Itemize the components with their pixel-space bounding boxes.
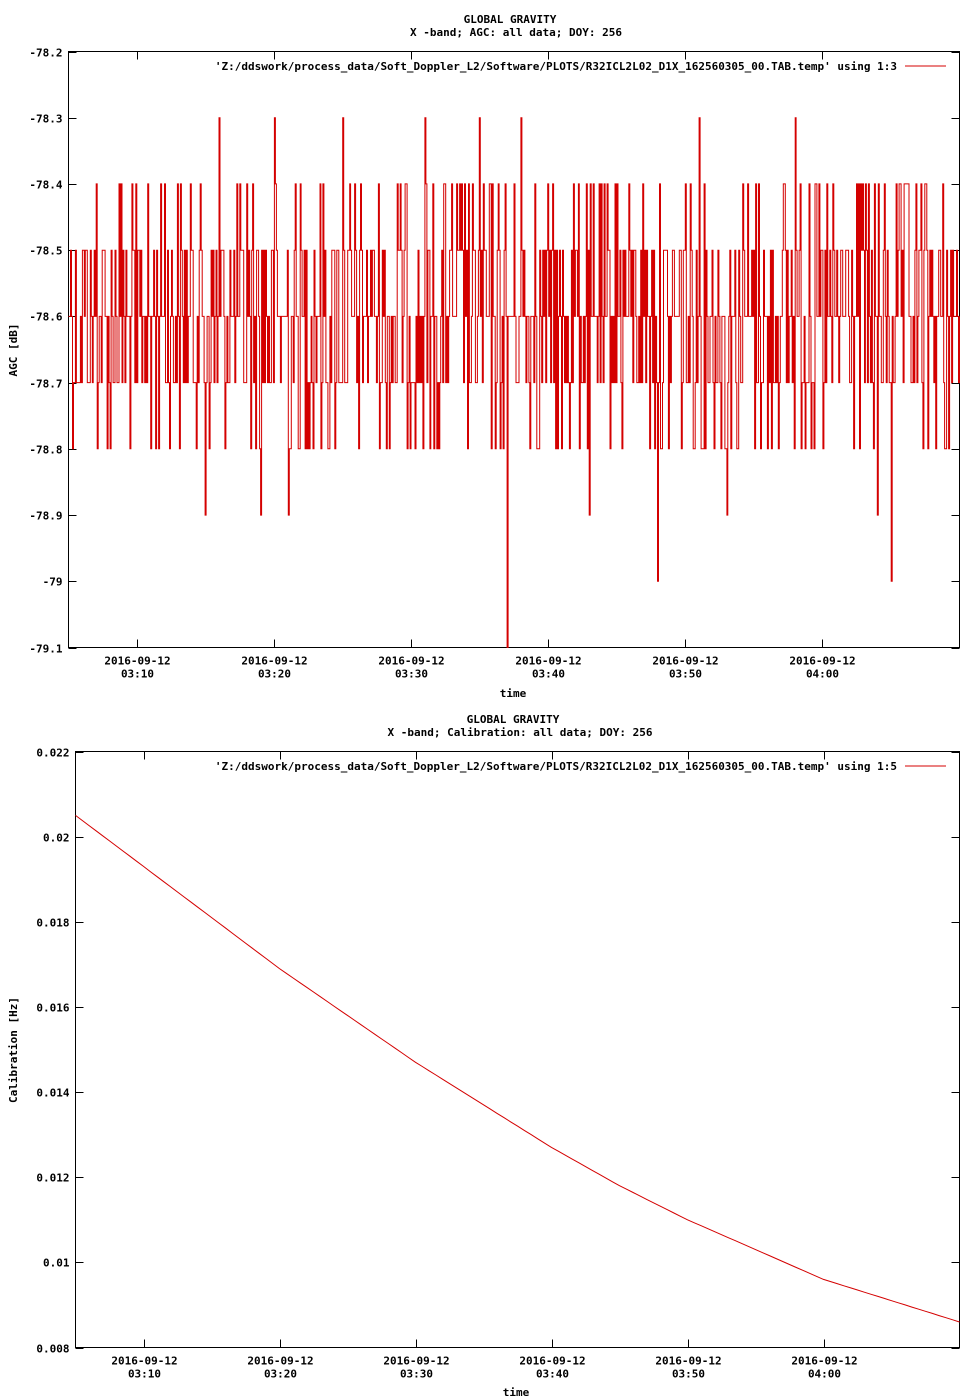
- calibration-x-tick-date: 2016-09-12: [383, 1355, 449, 1368]
- agc-y-tick-label: -78.7: [29, 378, 62, 391]
- agc-y-axis-label: AGC [dB]: [7, 324, 20, 377]
- agc-y-tick-label: -78.4: [29, 179, 62, 192]
- agc-y-tick-label: -78.5: [29, 245, 62, 258]
- agc-panel: GLOBAL GRAVITY X -band; AGC: all data; D…: [7, 13, 960, 700]
- calibration-series-line: [75, 815, 960, 1323]
- calibration-y-axis: 0.022 0.02 0.018 0.016 0.014 0.012 0.01 0.008: [36, 747, 960, 1356]
- calibration-y-tick-label: 0.014: [36, 1087, 69, 1100]
- calibration-panel: GLOBAL GRAVITY X -band; Calibration: all…: [7, 713, 960, 1399]
- calibration-x-tick-time: 03:20: [264, 1368, 297, 1381]
- calibration-x-tick-time: 04:00: [808, 1368, 841, 1381]
- agc-y-axis: -78.2 -78.3 -78.4 -78.5 -78.6 -78.7 -78.8 -78.9…: [29, 47, 960, 656]
- calibration-plot-frame: [75, 751, 960, 1348]
- agc-x-tick-time: 03:20: [258, 668, 291, 681]
- calibration-chart-subtitle: X -band; Calibration: all data; DOY: 256: [388, 726, 653, 739]
- calibration-y-tick-label: 0.016: [36, 1002, 69, 1015]
- calibration-x-tick-date: 2016-09-12: [247, 1355, 313, 1368]
- calibration-y-tick-label: 0.008: [36, 1343, 69, 1356]
- calibration-x-axis: 2016-09-1203:102016-09-1203:202016-09-12…: [111, 751, 858, 1381]
- agc-x-tick-time: 03:40: [532, 668, 565, 681]
- calibration-x-tick-date: 2016-09-12: [111, 1355, 177, 1368]
- agc-y-tick-label: -78.8: [29, 444, 62, 457]
- agc-x-tick-time: 03:10: [121, 668, 154, 681]
- agc-x-tick-date: 2016-09-12: [789, 655, 855, 668]
- agc-x-axis: 2016-09-1203:102016-09-1203:202016-09-12…: [104, 51, 856, 681]
- calibration-x-tick-date: 2016-09-12: [519, 1355, 585, 1368]
- agc-x-tick-date: 2016-09-12: [378, 655, 444, 668]
- calibration-x-tick-time: 03:10: [128, 1368, 161, 1381]
- agc-legend: 'Z:/ddswork/process_data/Soft_Doppler_L2…: [215, 60, 946, 73]
- calibration-x-tick-time: 03:40: [536, 1368, 569, 1381]
- agc-chart-title: GLOBAL GRAVITY: [464, 13, 557, 26]
- agc-y-tick-label: -78.9: [29, 510, 62, 523]
- agc-x-tick-date: 2016-09-12: [104, 655, 170, 668]
- agc-x-axis-label: time: [500, 687, 527, 700]
- calibration-chart-title: GLOBAL GRAVITY: [467, 713, 560, 726]
- calibration-x-axis-label: time: [503, 1386, 530, 1399]
- agc-x-tick-time: 04:00: [806, 668, 839, 681]
- agc-y-tick-label: -78.2: [29, 47, 62, 60]
- calibration-x-tick-time: 03:30: [400, 1368, 433, 1381]
- agc-legend-label: 'Z:/ddswork/process_data/Soft_Doppler_L2…: [215, 60, 897, 73]
- agc-y-tick-label: -78.6: [29, 311, 62, 324]
- calibration-y-tick-label: 0.01: [43, 1257, 70, 1270]
- calibration-x-tick-date: 2016-09-12: [791, 1355, 857, 1368]
- calibration-legend-label: 'Z:/ddswork/process_data/Soft_Doppler_L2…: [215, 760, 897, 773]
- agc-series-line: [68, 117, 960, 648]
- calibration-x-tick-date: 2016-09-12: [655, 1355, 721, 1368]
- agc-x-tick-time: 03:30: [395, 668, 428, 681]
- agc-x-tick-date: 2016-09-12: [241, 655, 307, 668]
- calibration-legend: 'Z:/ddswork/process_data/Soft_Doppler_L2…: [215, 760, 946, 773]
- agc-x-tick-date: 2016-09-12: [652, 655, 718, 668]
- calibration-x-tick-time: 03:50: [672, 1368, 705, 1381]
- calibration-y-tick-label: 0.02: [43, 832, 70, 845]
- agc-chart-subtitle: X -band; AGC: all data; DOY: 256: [410, 26, 622, 39]
- agc-y-tick-label: -79: [43, 576, 63, 589]
- agc-y-tick-label: -78.3: [29, 113, 62, 126]
- agc-x-tick-time: 03:50: [669, 668, 702, 681]
- calibration-y-tick-label: 0.022: [36, 747, 69, 760]
- agc-y-tick-label: -79.1: [29, 643, 62, 656]
- calibration-y-tick-label: 0.012: [36, 1172, 69, 1185]
- agc-x-tick-date: 2016-09-12: [515, 655, 581, 668]
- calibration-y-axis-label: Calibration [Hz]: [7, 997, 20, 1103]
- calibration-y-tick-label: 0.018: [36, 917, 69, 930]
